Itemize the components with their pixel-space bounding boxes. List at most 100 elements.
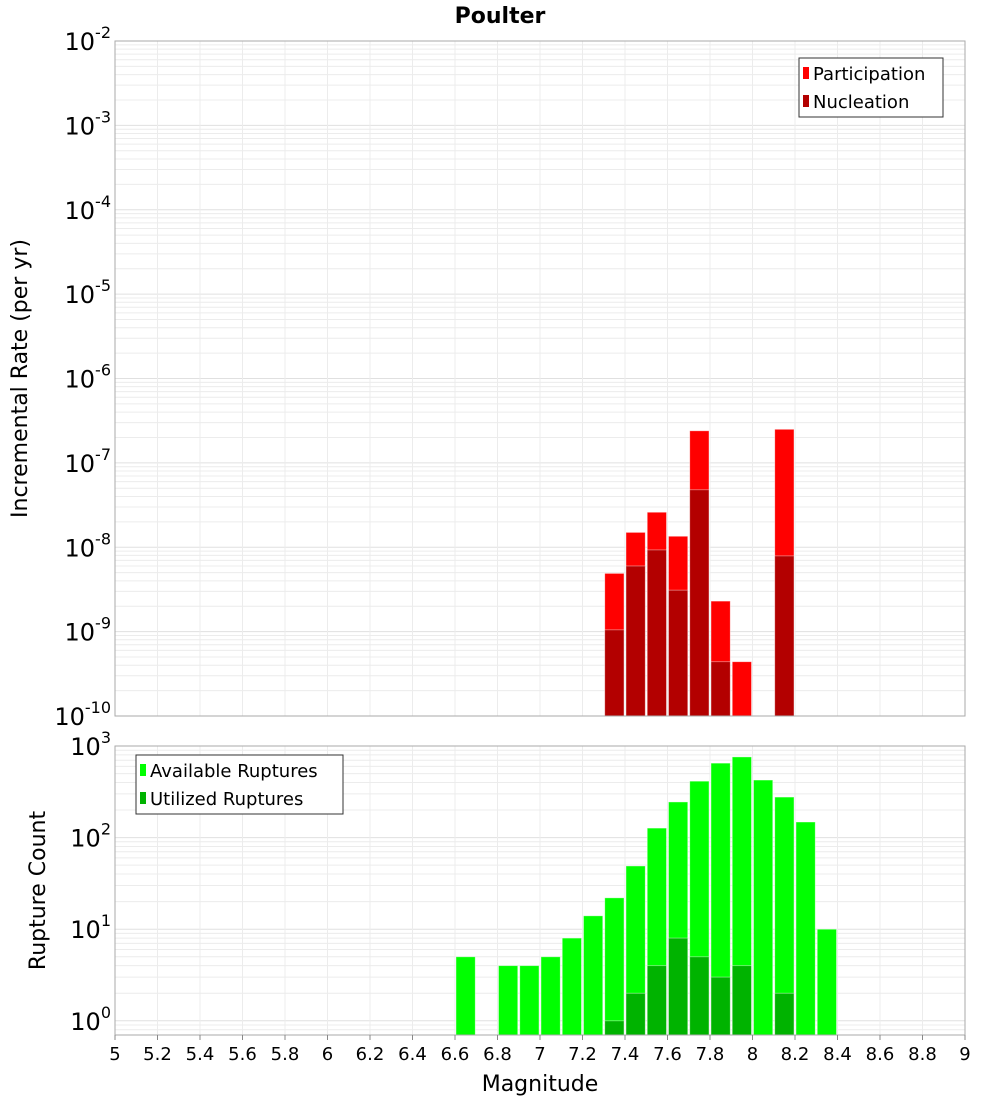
x-tick-label: 5.4 xyxy=(186,1044,215,1065)
y-tick-base: 10 xyxy=(70,916,101,944)
y-tick-base: 10 xyxy=(65,28,96,56)
y-tick-exponent: -9 xyxy=(95,614,111,633)
x-tick-label: 7.6 xyxy=(653,1044,682,1065)
plot-border xyxy=(114,40,966,717)
x-axis-label: Magnitude xyxy=(482,1072,599,1097)
y-tick-base: 10 xyxy=(54,703,85,731)
bar-available-ruptures xyxy=(540,956,561,1036)
bar-available-ruptures xyxy=(455,956,476,1036)
y-tick-exponent: -6 xyxy=(95,361,111,380)
bar-nucleation xyxy=(668,589,689,717)
bar-available-ruptures xyxy=(583,915,604,1036)
legend-swatch xyxy=(803,95,809,107)
legend-box xyxy=(135,754,344,815)
y-tick-base: 10 xyxy=(65,281,96,309)
y-tick-exponent: -5 xyxy=(95,276,111,295)
legend: Available Ruptures Utilized Ruptures xyxy=(135,754,344,815)
bar-nucleation xyxy=(774,555,795,717)
y-tick-exponent: 1 xyxy=(101,911,111,930)
plot-panel-1: 10-210-310-410-510-610-710-810-910-10Inc… xyxy=(8,23,966,731)
y-tick-label: 10-10 xyxy=(54,698,111,731)
y-tick-label: 100 xyxy=(70,1003,111,1036)
y-tick-label: 10-8 xyxy=(65,529,112,562)
bar-utilized-ruptures xyxy=(710,976,731,1036)
y-tick-base: 10 xyxy=(70,1008,101,1036)
legend-label: Participation xyxy=(813,64,925,85)
y-tick-exponent: 3 xyxy=(101,728,111,747)
x-tick-label: 5.2 xyxy=(143,1044,172,1065)
y-tick-exponent: 2 xyxy=(101,820,111,839)
y-tick-base: 10 xyxy=(65,197,96,225)
x-tick-label: 8.6 xyxy=(866,1044,895,1065)
y-tick-exponent: -8 xyxy=(95,529,111,548)
x-tick-label: 6 xyxy=(322,1044,333,1065)
y-tick-base: 10 xyxy=(65,534,96,562)
bar-nucleation xyxy=(625,565,646,717)
y-tick-exponent: -7 xyxy=(95,445,111,464)
y-tick-base: 10 xyxy=(65,112,96,140)
y-tick-base: 10 xyxy=(70,733,101,761)
bar-nucleation xyxy=(646,549,667,717)
bar-utilized-ruptures xyxy=(668,937,689,1036)
legend-swatch xyxy=(803,67,809,79)
bar-nucleation xyxy=(710,661,731,717)
y-tick-base: 10 xyxy=(70,825,101,853)
x-tick-label: 7 xyxy=(534,1044,545,1065)
x-tick-label: 7.2 xyxy=(568,1044,597,1065)
y-tick-base: 10 xyxy=(65,450,96,478)
y-tick-label: 10-5 xyxy=(65,276,112,309)
bar-available-ruptures xyxy=(519,965,540,1036)
bar-participation xyxy=(731,661,752,717)
bar-nucleation xyxy=(689,489,710,717)
y-tick-label: 10-4 xyxy=(65,192,112,225)
legend-label: Available Ruptures xyxy=(150,761,318,782)
y-tick-base: 10 xyxy=(65,619,96,647)
bar-utilized-ruptures xyxy=(625,992,646,1036)
x-tick-label: 6.4 xyxy=(398,1044,427,1065)
y-tick-exponent: -10 xyxy=(85,698,111,717)
x-tick-label: 8.4 xyxy=(823,1044,852,1065)
x-tick-label: 9 xyxy=(959,1044,970,1065)
bar-available-ruptures xyxy=(604,897,625,1036)
bar-available-ruptures xyxy=(795,821,816,1036)
x-tick-label: 5 xyxy=(109,1044,120,1065)
bar-utilized-ruptures xyxy=(731,965,752,1036)
x-tick-label: 8.2 xyxy=(781,1044,810,1065)
y-axis-label: Rupture Count xyxy=(26,811,51,971)
x-tick-label: 6.6 xyxy=(441,1044,470,1065)
y-tick-label: 10-9 xyxy=(65,614,112,647)
bar-available-ruptures xyxy=(498,965,519,1036)
bar-available-ruptures xyxy=(753,779,774,1036)
y-tick-base: 10 xyxy=(65,366,96,394)
y-tick-exponent: -4 xyxy=(95,192,111,211)
y-tick-exponent: 0 xyxy=(101,1003,111,1022)
x-tick-label: 6.2 xyxy=(356,1044,385,1065)
bar-available-ruptures xyxy=(816,928,837,1036)
bar-utilized-ruptures xyxy=(689,956,710,1036)
legend-swatch xyxy=(140,792,146,804)
y-tick-label: 102 xyxy=(70,820,111,853)
legend-box xyxy=(798,57,944,118)
y-tick-label: 103 xyxy=(70,728,111,761)
x-tick-label: 6.8 xyxy=(483,1044,512,1065)
x-tick-label: 8 xyxy=(747,1044,758,1065)
bar-nucleation xyxy=(604,629,625,717)
y-tick-label: 10-6 xyxy=(65,361,112,394)
legend: Participation Nucleation xyxy=(798,57,944,118)
y-tick-label: 10-2 xyxy=(65,23,112,56)
y-axis-label: Incremental Rate (per yr) xyxy=(8,239,33,518)
x-tick-label: 7.8 xyxy=(696,1044,725,1065)
y-tick-label: 10-3 xyxy=(65,107,112,140)
bar-available-ruptures xyxy=(561,937,582,1036)
bar-utilized-ruptures xyxy=(604,1020,625,1036)
x-tick-label: 5.8 xyxy=(271,1044,300,1065)
chart-title: Poulter xyxy=(455,4,546,29)
x-tick-label: 5.6 xyxy=(228,1044,257,1065)
bar-utilized-ruptures xyxy=(646,965,667,1036)
legend-label: Utilized Ruptures xyxy=(150,789,303,810)
bar-utilized-ruptures xyxy=(774,992,795,1036)
legend-swatch xyxy=(140,764,146,776)
legend-label: Nucleation xyxy=(813,92,909,113)
